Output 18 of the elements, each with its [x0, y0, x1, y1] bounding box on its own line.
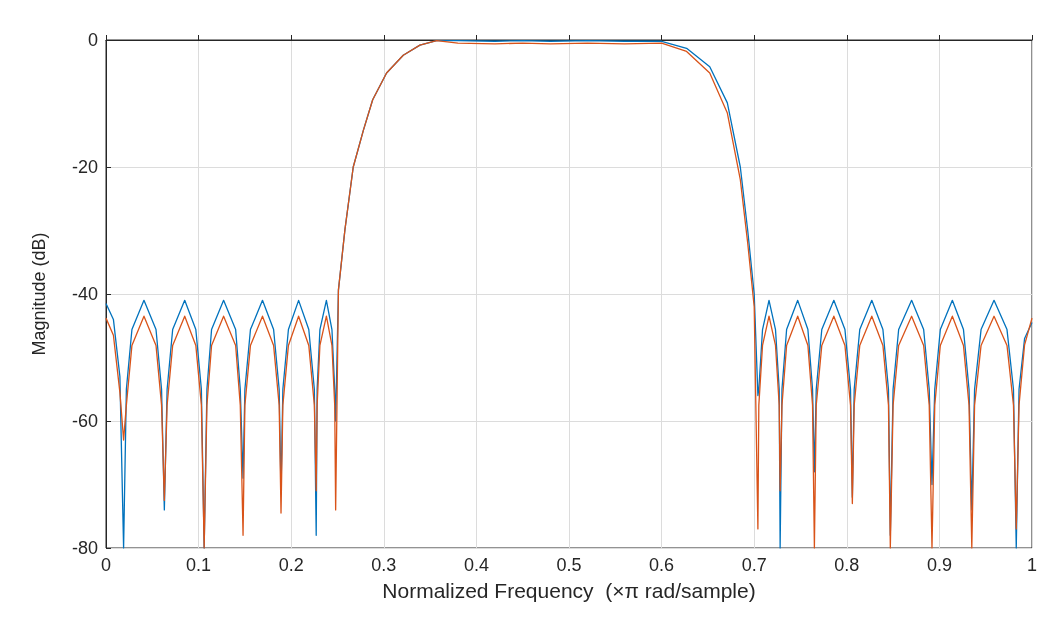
x-tick-label: 0.4 [463, 555, 489, 575]
y-axis-title: Magnitude (dB) [29, 232, 49, 356]
x-tick-label: 0.6 [649, 555, 675, 575]
y-tick-label: -80 [71, 538, 98, 558]
x-tick-label: 0.5 [556, 555, 582, 575]
x-tick-label: 1 [1026, 555, 1037, 575]
x-tick-label: 0 [100, 555, 112, 575]
y-tick-label: -60 [71, 411, 98, 431]
x-tick-label: 0.1 [186, 555, 212, 575]
x-axis-title: Normalized Frequency (×π rad/sample) [382, 579, 756, 602]
x-tick-label: 0.8 [834, 555, 860, 575]
x-tick-label: 0.9 [926, 555, 952, 575]
y-tick-label: 0 [87, 30, 98, 50]
x-tick-label: 0.7 [741, 555, 767, 575]
x-tick-label: 0.3 [371, 555, 397, 575]
y-tick-label: -40 [71, 284, 98, 304]
x-tick-label: 0.2 [278, 555, 304, 575]
y-tick-label: -20 [71, 157, 98, 177]
